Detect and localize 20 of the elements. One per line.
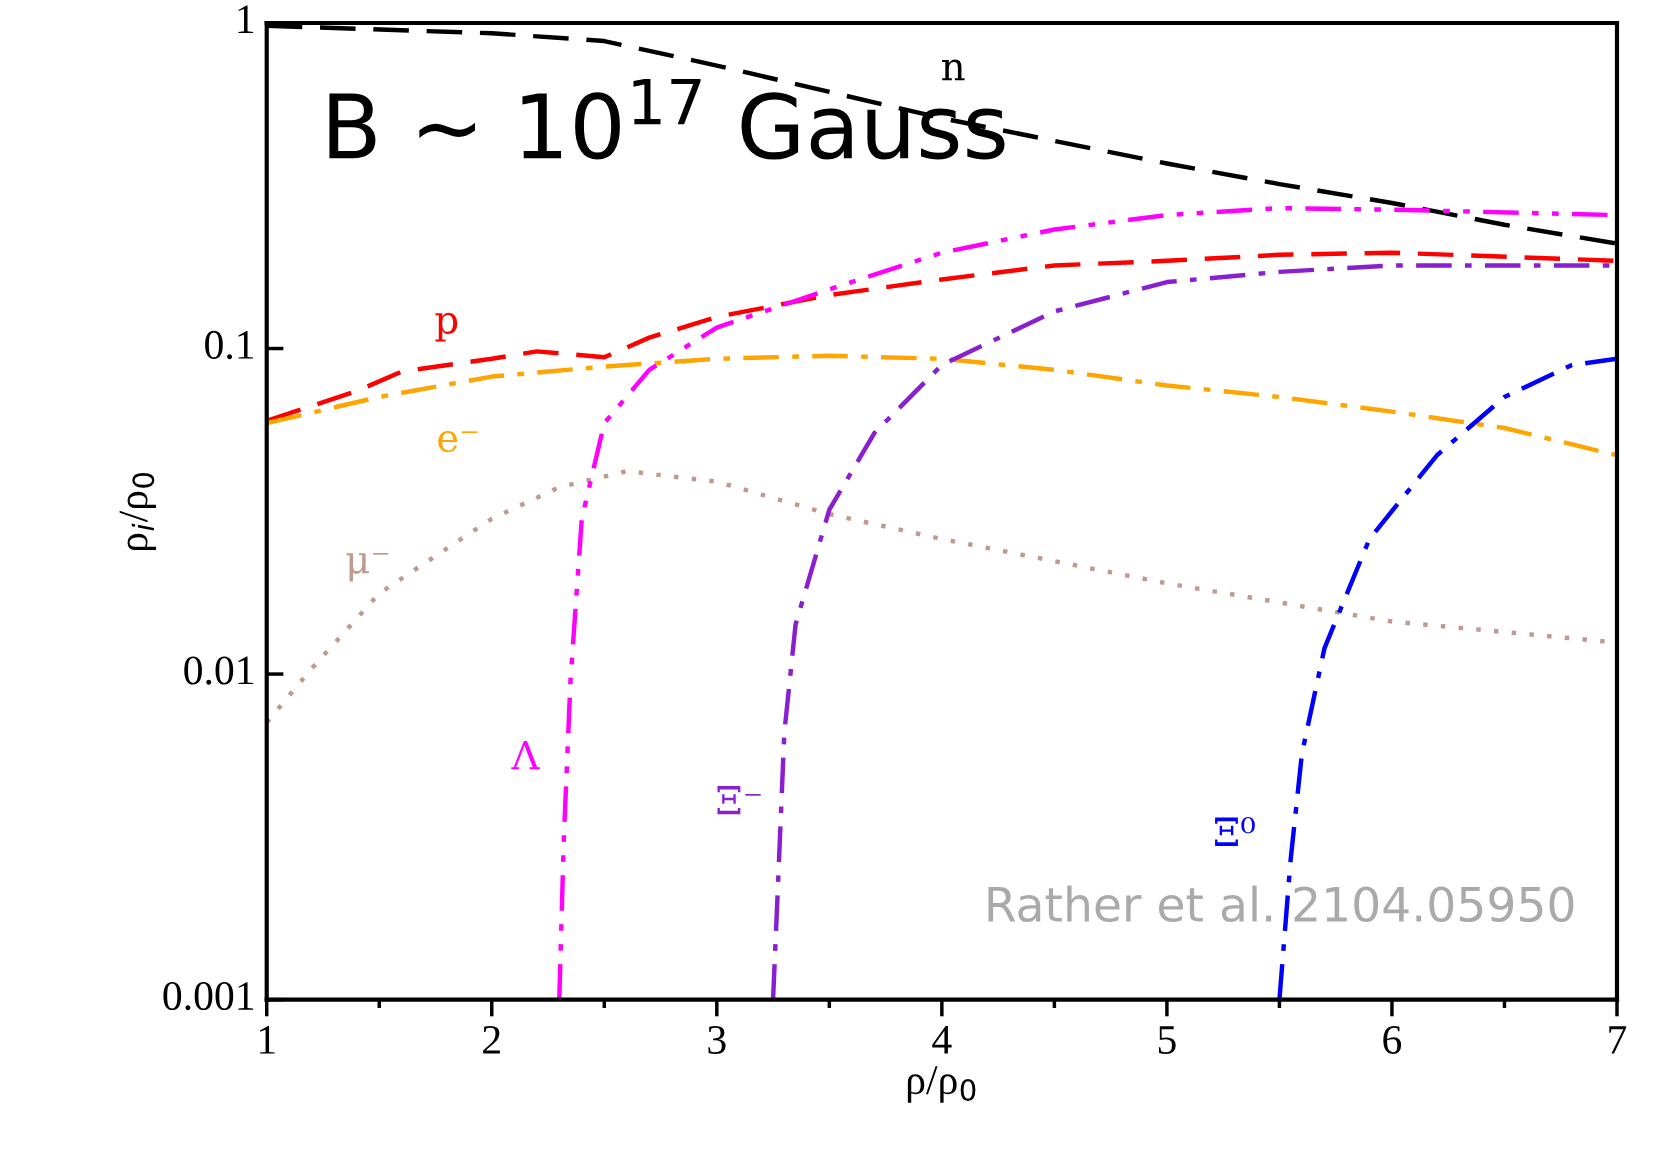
y-tick-label: 0.001 (163, 981, 254, 1011)
x-tick-label: 7 (1609, 1026, 1627, 1054)
x-tick-label: 2 (483, 1025, 500, 1054)
series-label: p (435, 312, 458, 342)
x-axis-title: ρ/ρ$_{0}$ (907, 1066, 976, 1103)
x-tick-label: 5 (1158, 1026, 1176, 1054)
series-label: μ⁻ (346, 552, 389, 582)
y-tick-label: 1 (238, 5, 254, 33)
y-axis-title: ρ$_{i}$/ρ$_{0}$ (119, 472, 156, 551)
x-tick-label: 4 (932, 1026, 952, 1054)
x-tick-label: 1 (259, 1026, 275, 1054)
y-tick-label: 0.1 (205, 330, 254, 360)
x-tick-label: 3 (708, 1025, 726, 1054)
x-tick-label: 6 (1383, 1025, 1402, 1054)
series-label: Ξ⁰ (1215, 817, 1255, 846)
series-label: e⁻ (438, 430, 478, 453)
series-label: Ξ⁻ (717, 786, 761, 815)
y-tick-label: 0.01 (184, 656, 254, 685)
series-label: Λ (511, 740, 540, 770)
annotation: Rather et al. 2104.05950 (988, 885, 1574, 923)
